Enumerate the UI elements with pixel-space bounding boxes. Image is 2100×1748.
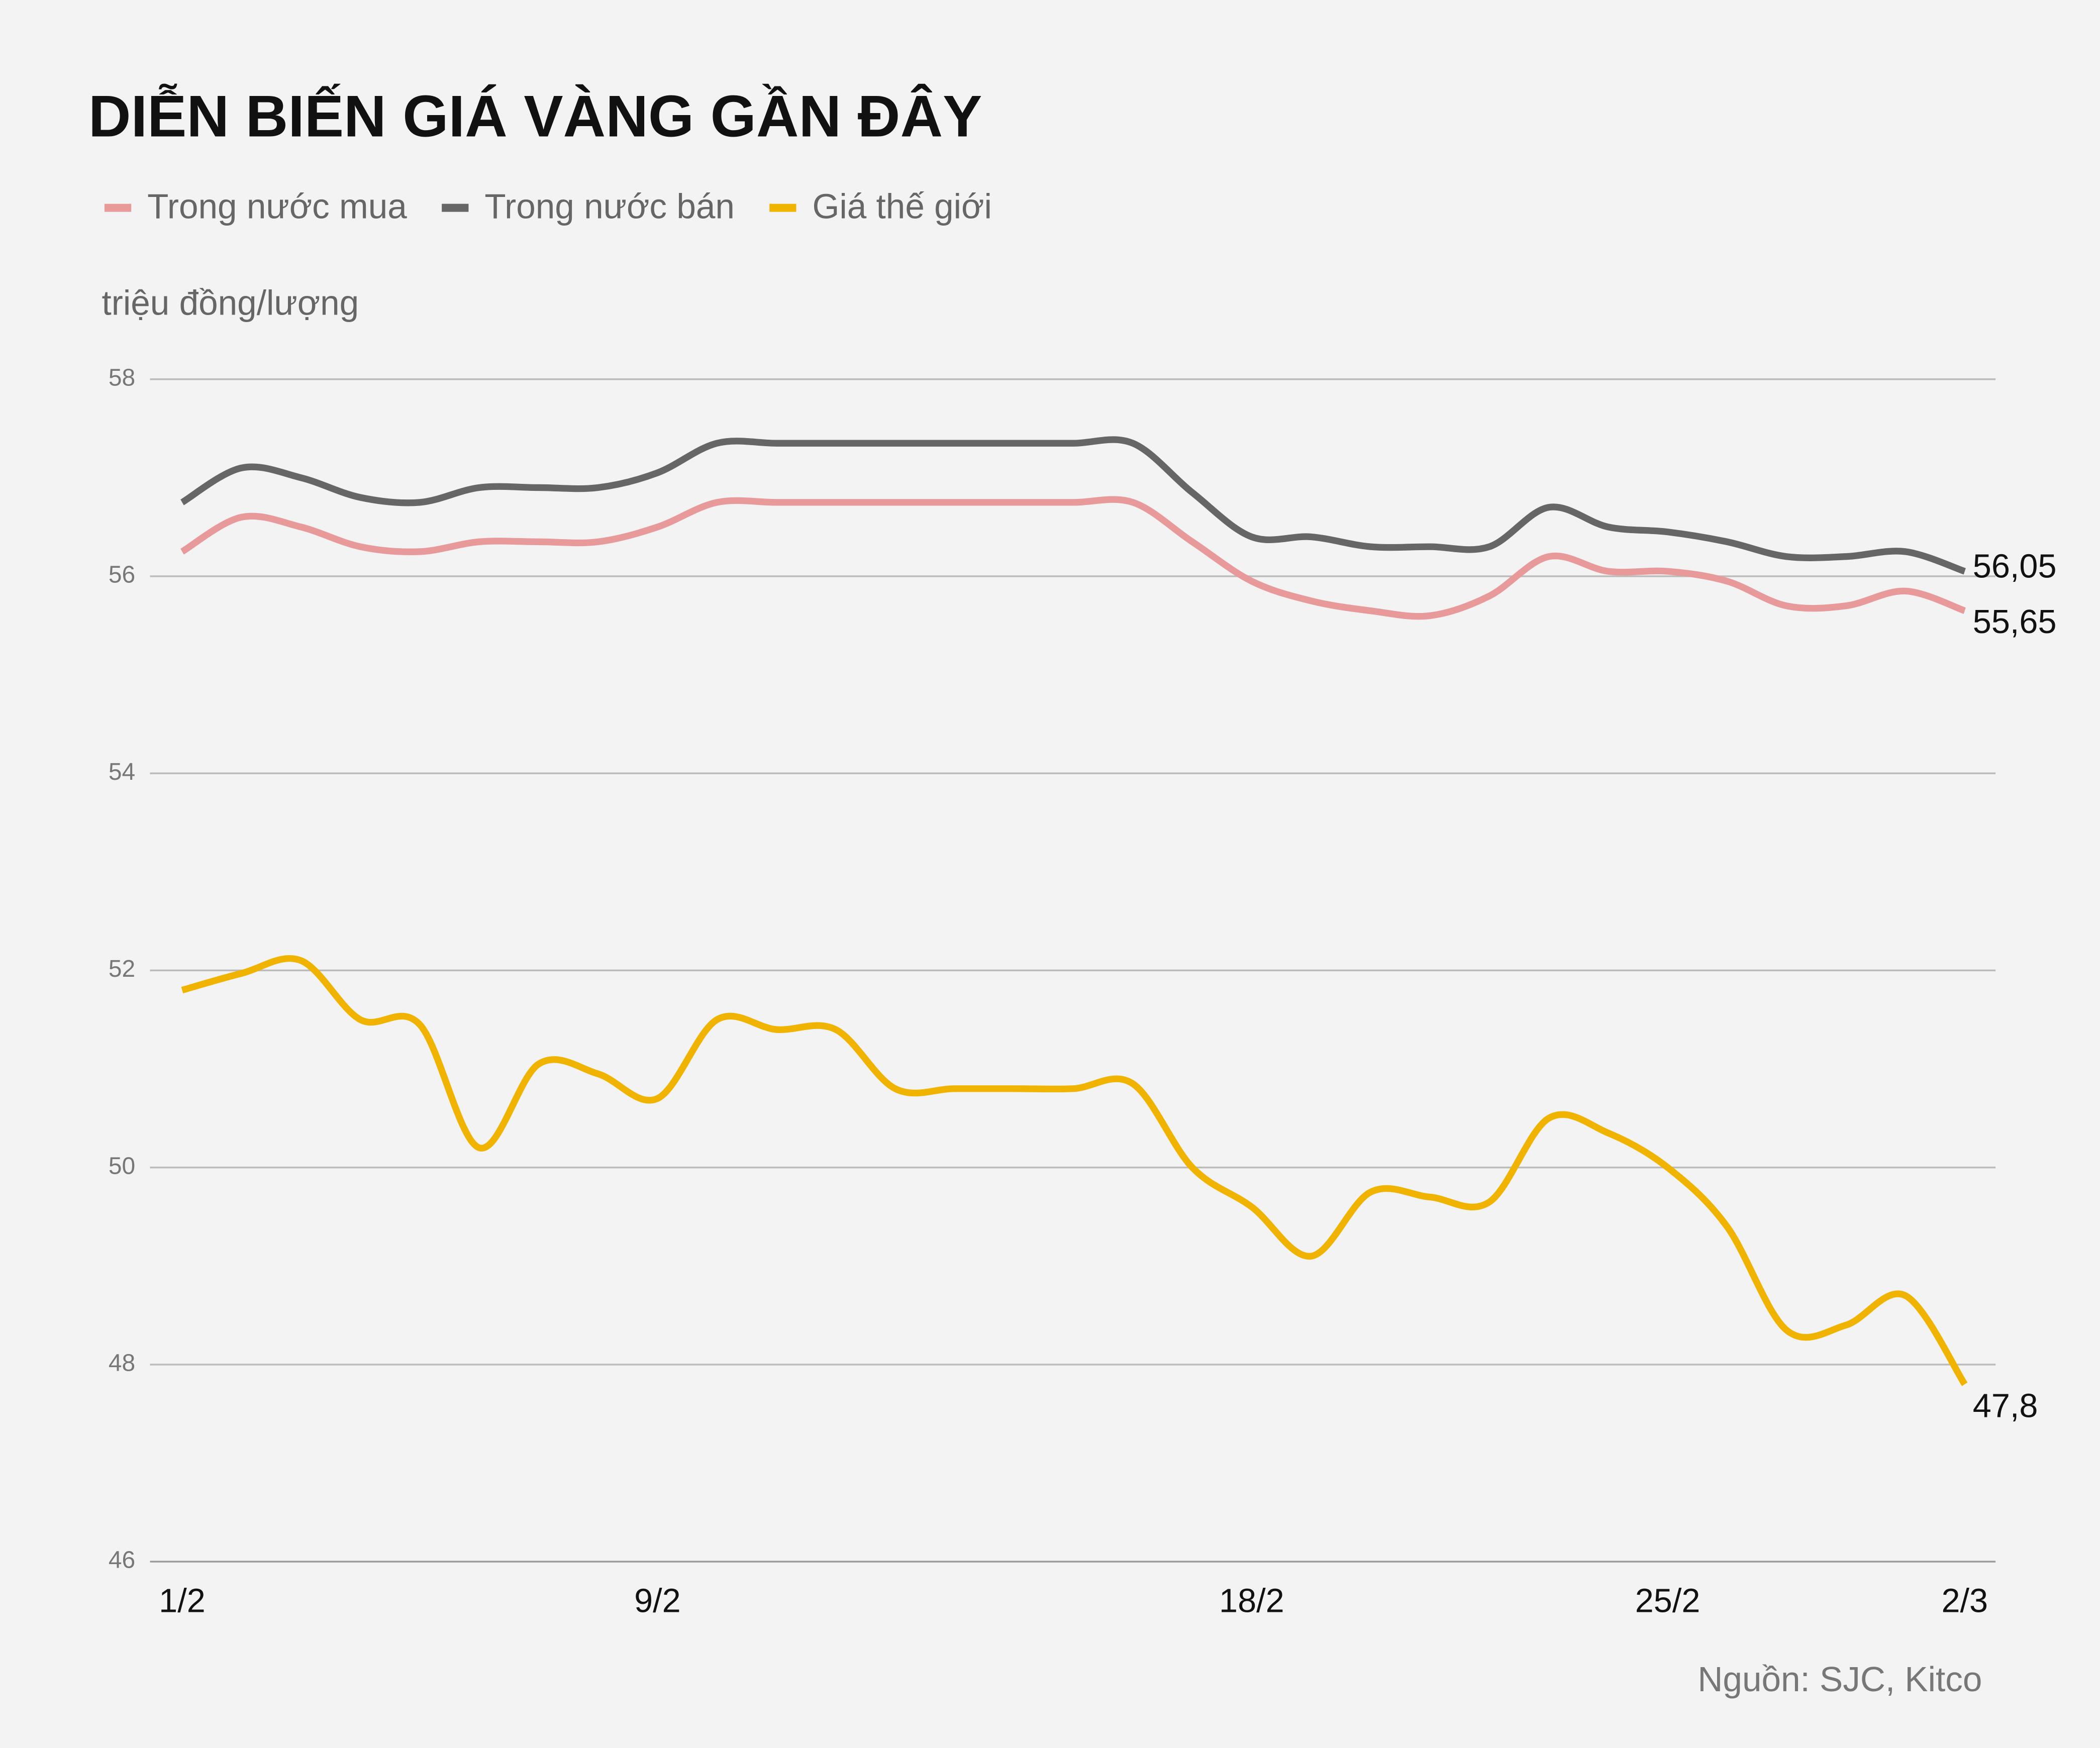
y-tick-label: 48 [109, 1350, 135, 1377]
legend-label: Giá thế giới [813, 187, 992, 226]
y-tick-label: 54 [109, 759, 135, 785]
y-tick-label: 58 [109, 364, 135, 391]
chart-title: DIỄN BIẾN GIÁ VÀNG GẦN ĐÂY [88, 83, 982, 149]
y-tick-label: 56 [109, 562, 135, 588]
line [180, 496, 1966, 620]
x-tick-label: 1/2 [159, 1582, 206, 1619]
legend-label: Trong nước bán [484, 187, 735, 226]
y-tick-label: 52 [109, 956, 135, 982]
x-tick-label: 2/3 [1942, 1582, 1988, 1619]
line [181, 955, 1968, 1386]
y-tick-label: 50 [109, 1153, 135, 1179]
data-label: 47,8 [1973, 1388, 2038, 1425]
x-tick-label: 18/2 [1219, 1582, 1284, 1619]
y-tick-label: 46 [109, 1547, 135, 1574]
data-label: 56,05 [1973, 548, 2057, 585]
x-tick-label: 25/2 [1635, 1582, 1701, 1619]
line [180, 436, 1966, 575]
legend-label: Trong nước mua [147, 187, 407, 226]
source: Nguồn: SJC, Kitco [1697, 1660, 1982, 1699]
x-tick-label: 9/2 [634, 1582, 681, 1619]
data-label: 55,65 [1973, 603, 2057, 641]
y-axis-label: triệu đồng/lượng [102, 283, 359, 322]
